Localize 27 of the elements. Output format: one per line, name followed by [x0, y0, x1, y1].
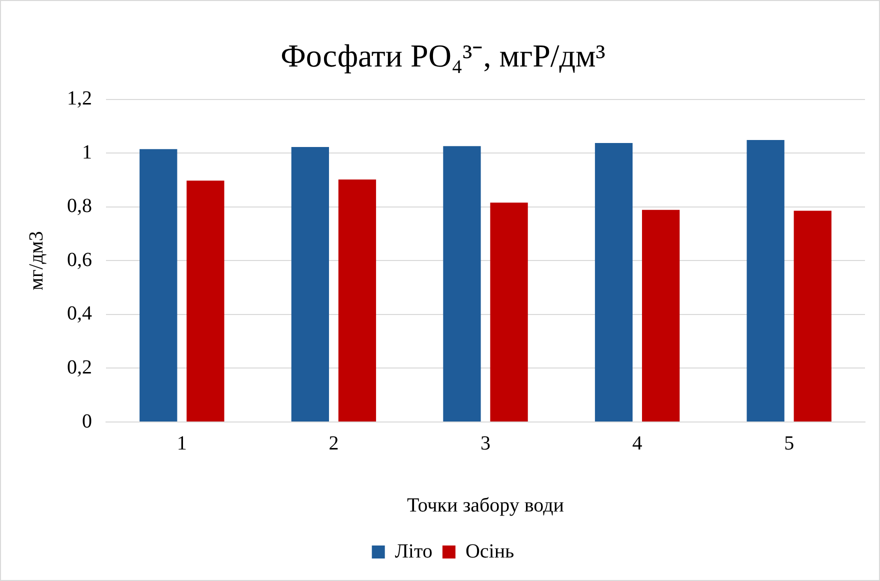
bar: [594, 142, 633, 422]
chart-title: Фосфати PO₄³⁻, мгP/дм³: [280, 38, 606, 74]
bar: [794, 210, 832, 422]
y-tick-label: 0: [82, 410, 92, 432]
bar: [642, 210, 680, 422]
bar: [186, 180, 224, 422]
x-tick-label: 4: [632, 432, 642, 454]
bar: [291, 146, 329, 422]
bar: [746, 140, 784, 422]
x-tick-label: 5: [784, 432, 794, 454]
legend-label: Осінь: [465, 540, 514, 562]
bar: [490, 202, 528, 422]
y-tick-label: 0,2: [67, 356, 92, 378]
y-tick-label: 0,6: [67, 248, 92, 271]
bar: [338, 180, 376, 422]
y-axis-title: мг/дм3: [25, 231, 48, 290]
x-tick-label: 2: [328, 432, 339, 454]
y-tick-label: 0,8: [67, 195, 92, 218]
legend-label: Літо: [394, 540, 432, 562]
x-tick-label: 3: [480, 432, 490, 454]
y-tick-label: 0,4: [67, 302, 92, 325]
bar: [443, 146, 481, 422]
y-tick-label: 1,2: [67, 88, 92, 110]
bar: [140, 149, 178, 422]
y-tick-label: 1: [82, 141, 92, 164]
x-axis-title: Точки забору води: [407, 494, 564, 516]
x-tick-label: 1: [176, 432, 187, 454]
